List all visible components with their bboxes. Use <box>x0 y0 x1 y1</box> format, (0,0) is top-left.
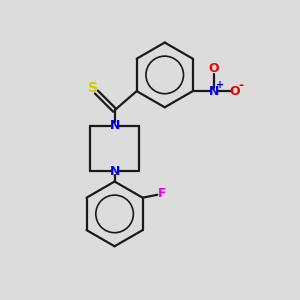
Text: N: N <box>110 119 120 132</box>
Text: O: O <box>229 85 240 98</box>
Text: N: N <box>209 85 219 98</box>
Text: O: O <box>209 62 219 75</box>
Text: S: S <box>88 81 98 94</box>
Text: +: + <box>216 80 224 90</box>
Text: -: - <box>238 79 244 92</box>
Text: N: N <box>110 165 120 178</box>
Text: F: F <box>158 187 166 200</box>
